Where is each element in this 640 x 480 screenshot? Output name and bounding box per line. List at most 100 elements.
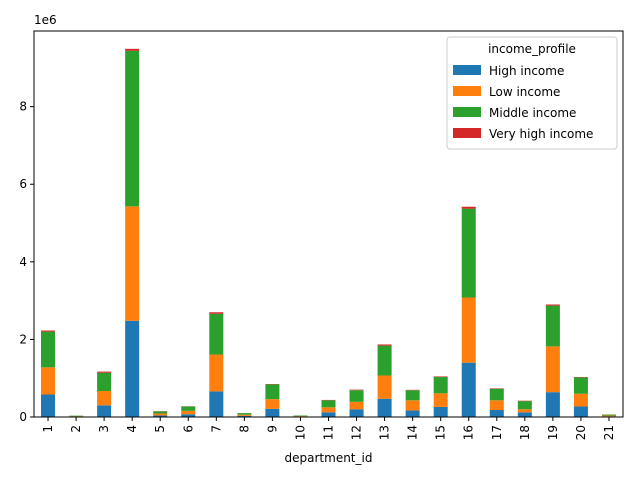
x-axis: 1 2 3 4 5 6 7 8 9 10 11 12 13 14 15 16 17 18 19 20 21 (41, 417, 616, 440)
bar-20-low-income (573, 393, 588, 407)
x-tick-label: 5 (153, 425, 167, 433)
bar-8-low-income (237, 414, 252, 416)
bar-1-middle-income (41, 331, 56, 368)
bar-15-high-income (433, 406, 448, 417)
bar-12-low-income (349, 401, 364, 410)
legend-entry-label: Low income (489, 85, 560, 99)
bar-8-middle-income (237, 413, 252, 415)
bar-17-low-income (489, 400, 504, 411)
bar-5-high-income (153, 415, 168, 417)
bar-21-middle-income (601, 414, 616, 416)
bar-18-middle-income (517, 401, 532, 410)
bar-13-middle-income (377, 345, 392, 376)
bar-8-high-income (237, 415, 252, 417)
bar-12-very-high-income (349, 389, 364, 391)
legend-swatch (453, 107, 481, 117)
legend: income_profile High income Low income Middl… (446, 36, 618, 150)
bar-15-low-income (433, 393, 448, 407)
x-tick-label: 13 (378, 425, 392, 440)
legend-box (446, 36, 618, 150)
bar-13-very-high-income (377, 344, 392, 346)
bar-16-very-high-income (461, 206, 476, 209)
bar-7-high-income (209, 391, 224, 417)
x-tick-label: 19 (546, 425, 560, 440)
legend-swatch (453, 86, 481, 96)
x-tick-label: 8 (237, 425, 251, 433)
bar-5-middle-income (153, 411, 168, 414)
bar-16-middle-income (461, 208, 476, 298)
x-tick-label: 9 (265, 425, 279, 433)
bar-19-low-income (545, 346, 560, 393)
legend-title: income_profile (488, 42, 576, 56)
bar-11-middle-income (321, 400, 336, 408)
bar-15-middle-income (433, 377, 448, 394)
bar-11-low-income (321, 407, 336, 413)
y-axis-offset-label: 1e6 (34, 13, 57, 27)
bar-17-high-income (489, 410, 504, 417)
legend-entry-label: Very high income (489, 127, 593, 141)
bar-3-middle-income (97, 372, 112, 391)
bar-16-high-income (461, 362, 476, 417)
y-axis: 0 2 4 6 8 (19, 100, 34, 424)
bar-20-high-income (573, 406, 588, 417)
bar-9-high-income (265, 408, 280, 417)
bar-7-middle-income (209, 313, 224, 355)
bars-layer (41, 48, 616, 417)
x-tick-label: 17 (490, 425, 504, 440)
x-tick-label: 14 (406, 425, 420, 440)
bar-7-low-income (209, 354, 224, 392)
bar-12-middle-income (349, 390, 364, 402)
bar-4-middle-income (125, 50, 140, 207)
x-tick-label: 6 (181, 425, 195, 433)
bar-19-high-income (545, 392, 560, 417)
y-tick-label: 0 (19, 410, 27, 424)
bar-21-low-income (601, 415, 616, 417)
bar-3-very-high-income (97, 371, 112, 373)
legend-entry-label: Middle income (489, 106, 576, 120)
bar-5-low-income (153, 413, 168, 416)
bar-14-middle-income (405, 390, 420, 401)
bar-7-very-high-income (209, 312, 224, 314)
x-tick-label: 21 (602, 425, 616, 440)
bar-6-high-income (181, 414, 196, 417)
x-tick-label: 1 (41, 425, 55, 433)
bar-1-very-high-income (41, 330, 56, 332)
x-tick-label: 2 (69, 425, 83, 433)
bar-13-low-income (377, 375, 392, 399)
x-tick-label: 4 (125, 425, 139, 433)
bar-9-middle-income (265, 384, 280, 400)
bar-1-high-income (41, 394, 56, 417)
x-tick-label: 18 (518, 425, 532, 440)
bar-15-very-high-income (433, 376, 448, 378)
y-tick-label: 6 (19, 177, 27, 191)
bar-13-high-income (377, 398, 392, 417)
bar-10-middle-income (293, 415, 308, 417)
legend-entry-label: High income (489, 64, 564, 78)
bar-2-middle-income (69, 415, 84, 417)
legend-swatch (453, 65, 481, 75)
bar-19-very-high-income (545, 304, 560, 306)
bar-9-low-income (265, 399, 280, 409)
bar-18-low-income (517, 409, 532, 413)
x-tick-label: 16 (462, 425, 476, 440)
x-tick-label: 12 (350, 425, 364, 440)
bar-4-high-income (125, 320, 140, 417)
bar-19-middle-income (545, 305, 560, 347)
bar-3-high-income (97, 405, 112, 417)
legend-swatch (453, 128, 481, 138)
bar-18-high-income (517, 412, 532, 417)
x-tick-label: 11 (322, 425, 336, 440)
x-tick-label: 7 (209, 425, 223, 433)
y-tick-label: 2 (19, 332, 27, 346)
bar-4-very-high-income (125, 48, 140, 51)
bar-14-low-income (405, 400, 420, 411)
y-tick-label: 4 (19, 255, 27, 269)
bar-20-middle-income (573, 377, 588, 394)
bar-11-high-income (321, 412, 336, 417)
x-tick-label: 20 (574, 425, 588, 440)
bar-12-high-income (349, 409, 364, 417)
x-tick-label: 10 (293, 425, 307, 440)
bar-16-low-income (461, 297, 476, 363)
bar-17-middle-income (489, 388, 504, 401)
